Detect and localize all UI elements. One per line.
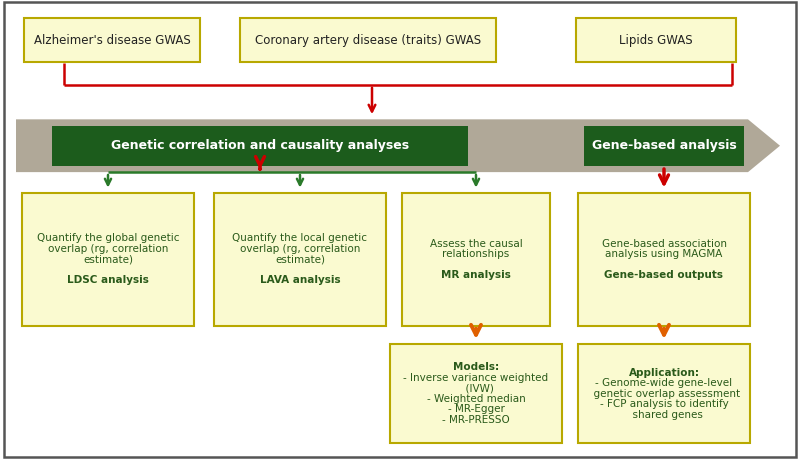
FancyBboxPatch shape (24, 18, 200, 62)
Text: Lipids GWAS: Lipids GWAS (619, 34, 693, 47)
FancyBboxPatch shape (4, 2, 796, 457)
Text: Alzheimer's disease GWAS: Alzheimer's disease GWAS (34, 34, 190, 47)
Text: Assess the causal: Assess the causal (430, 239, 522, 249)
Text: Gene-based association: Gene-based association (602, 239, 726, 249)
FancyBboxPatch shape (240, 18, 496, 62)
Text: Models:: Models: (453, 362, 499, 372)
Text: genetic overlap assessment: genetic overlap assessment (587, 389, 741, 398)
FancyBboxPatch shape (576, 18, 736, 62)
FancyBboxPatch shape (584, 126, 744, 166)
Text: shared genes: shared genes (626, 409, 702, 420)
Text: Gene-based analysis: Gene-based analysis (592, 140, 736, 152)
Text: Quantify the local genetic: Quantify the local genetic (233, 233, 367, 243)
FancyBboxPatch shape (578, 344, 750, 443)
FancyBboxPatch shape (390, 344, 562, 443)
Text: Application:: Application: (629, 368, 699, 378)
Text: overlap (rg, correlation: overlap (rg, correlation (48, 244, 168, 254)
Text: estimate): estimate) (275, 254, 325, 264)
Text: estimate): estimate) (83, 254, 133, 264)
FancyBboxPatch shape (402, 193, 550, 326)
Text: (IVW): (IVW) (458, 383, 494, 393)
FancyBboxPatch shape (578, 193, 750, 326)
Text: Quantify the global genetic: Quantify the global genetic (37, 233, 179, 243)
Text: - Genome-wide gene-level: - Genome-wide gene-level (595, 378, 733, 388)
Text: Coronary artery disease (traits) GWAS: Coronary artery disease (traits) GWAS (255, 34, 481, 47)
Text: analysis using MAGMA: analysis using MAGMA (606, 249, 722, 259)
Text: overlap (rg, correlation: overlap (rg, correlation (240, 244, 360, 254)
Text: LDSC analysis: LDSC analysis (67, 275, 149, 285)
Text: - FCP analysis to identify: - FCP analysis to identify (600, 399, 728, 409)
FancyBboxPatch shape (214, 193, 386, 326)
Text: LAVA analysis: LAVA analysis (260, 275, 340, 285)
Text: MR analysis: MR analysis (441, 270, 511, 280)
Text: - Weighted median: - Weighted median (426, 394, 526, 404)
Text: Genetic correlation and causality analyses: Genetic correlation and causality analys… (111, 140, 409, 152)
FancyBboxPatch shape (22, 193, 194, 326)
Text: - MR-PRESSO: - MR-PRESSO (442, 415, 510, 425)
Polygon shape (16, 119, 780, 172)
Text: - Inverse variance weighted: - Inverse variance weighted (403, 373, 549, 383)
Text: Gene-based outputs: Gene-based outputs (605, 270, 723, 280)
Text: relationships: relationships (442, 249, 510, 259)
Text: - MR-Egger: - MR-Egger (447, 404, 505, 414)
FancyBboxPatch shape (52, 126, 468, 166)
